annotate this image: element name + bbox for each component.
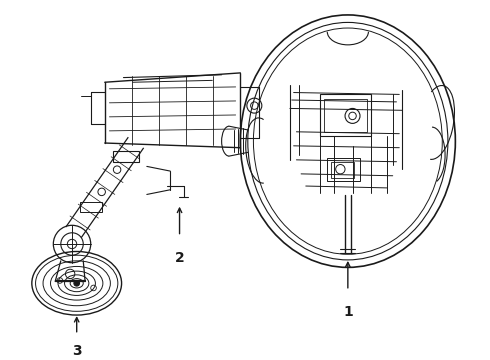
Text: 3: 3 <box>72 344 81 358</box>
Bar <box>320 94 371 136</box>
Bar <box>331 162 354 177</box>
Text: 1: 1 <box>343 305 353 319</box>
Bar <box>113 151 140 162</box>
Bar <box>80 202 102 212</box>
Text: 2: 2 <box>174 251 184 265</box>
Bar <box>324 99 367 132</box>
Circle shape <box>74 280 79 286</box>
Bar <box>327 158 360 181</box>
